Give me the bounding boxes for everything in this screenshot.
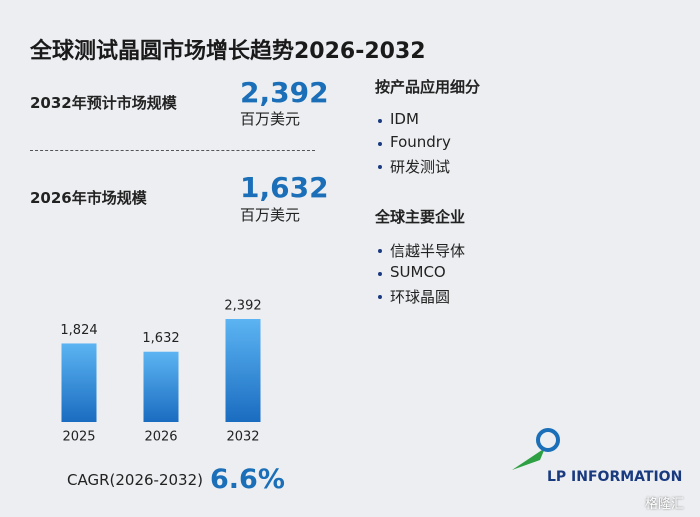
- stat-unit: 百万美元: [240, 206, 301, 224]
- list-item: 研发测试: [390, 158, 451, 176]
- logo-mark: [536, 428, 560, 452]
- stat-label: 2026年市场规模: [30, 189, 147, 207]
- cagr-value: 6.6%: [210, 464, 285, 495]
- divider: [30, 150, 315, 151]
- bar: [143, 351, 179, 422]
- bullet: [378, 272, 382, 276]
- list-title: 按产品应用细分: [375, 78, 481, 96]
- bullet: [378, 119, 382, 123]
- stat-value: 1,632: [240, 171, 329, 204]
- x-tick-label: 2025: [62, 430, 95, 445]
- value-label: 1,824: [60, 323, 97, 338]
- bullet: [378, 249, 382, 253]
- list-item: Foundry: [390, 133, 451, 151]
- bar: [225, 319, 261, 422]
- list-item: 信越半导体: [390, 242, 466, 260]
- logo-mark: [512, 448, 545, 470]
- list-item: SUMCO: [390, 263, 446, 281]
- bullet: [378, 165, 382, 169]
- source: 格隆汇: [645, 497, 685, 512]
- stat-label: 2032年预计市场规模: [30, 94, 177, 112]
- value-label: 1,632: [142, 331, 179, 346]
- stat-unit: 百万美元: [240, 110, 301, 128]
- cagr-label: CAGR(2026-2032): [67, 471, 203, 489]
- x-tick-label: 2032: [226, 430, 259, 445]
- bullet: [378, 295, 382, 299]
- list-title: 全球主要企业: [375, 208, 466, 226]
- stat-value: 2,392: [240, 76, 329, 109]
- x-tick-label: 2026: [144, 430, 177, 445]
- list-item: 环球晶圆: [390, 288, 451, 306]
- title: 全球测试晶圆市场增长趋势2026-2032: [30, 39, 426, 64]
- bar: [61, 343, 97, 422]
- bullet: [378, 142, 382, 146]
- value-label: 2,392: [224, 299, 261, 314]
- list-item: IDM: [390, 110, 419, 128]
- logo: LP INFORMATION: [547, 469, 683, 485]
